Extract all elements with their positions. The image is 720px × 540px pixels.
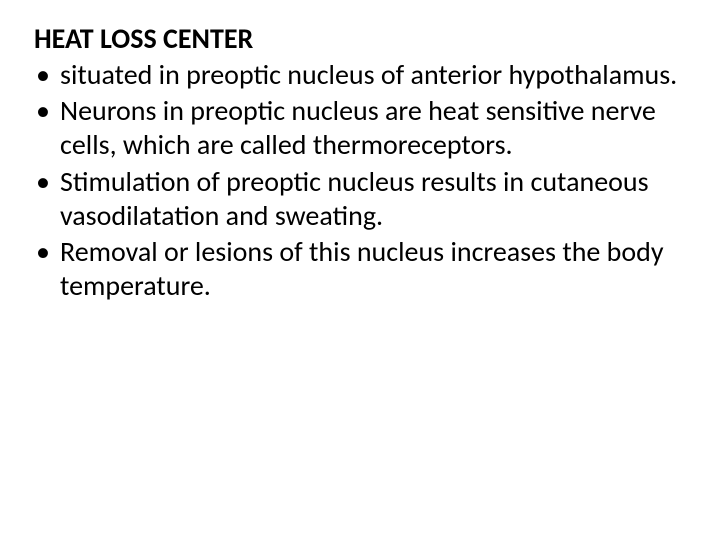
list-item: situated in preoptic nucleus of anterior… <box>34 58 686 92</box>
slide-heading: HEAT LOSS CENTER <box>34 22 686 56</box>
bullet-list: situated in preoptic nucleus of anterior… <box>34 58 686 303</box>
list-item: Stimulation of preoptic nucleus results … <box>34 165 686 233</box>
list-item: Removal or lesions of this nucleus incre… <box>34 235 686 303</box>
list-item: Neurons in preoptic nucleus are heat sen… <box>34 94 686 162</box>
